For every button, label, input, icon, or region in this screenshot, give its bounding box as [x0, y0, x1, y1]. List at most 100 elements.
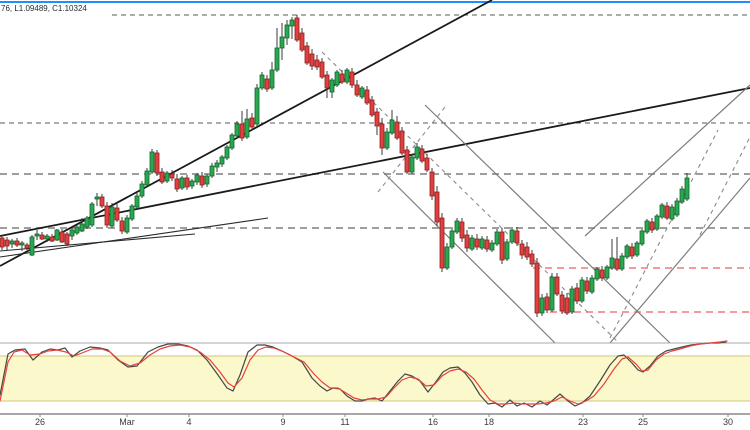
- trendline-6: [584, 84, 750, 237]
- bullish-candle: [494, 231, 500, 245]
- bullish-candle: [144, 170, 150, 186]
- bearish-candle: [184, 177, 190, 188]
- bearish-candle: [324, 74, 330, 89]
- bullish-candle: [44, 235, 50, 240]
- bearish-candle: [529, 253, 535, 265]
- bearish-candle: [379, 123, 385, 149]
- bearish-candle: [419, 148, 425, 162]
- bullish-candle: [209, 165, 215, 177]
- bearish-candle: [64, 233, 70, 245]
- bullish-candle: [569, 288, 575, 313]
- bearish-candle: [264, 78, 270, 90]
- bullish-candle: [539, 297, 545, 314]
- x-axis-label[interactable]: 9: [280, 417, 285, 427]
- bullish-candle: [269, 69, 275, 89]
- bullish-candle: [454, 220, 460, 233]
- bearish-candle: [369, 99, 375, 116]
- bullish-candle: [54, 229, 60, 241]
- bullish-candle: [69, 229, 75, 237]
- bullish-candle: [189, 180, 195, 187]
- bearish-candle: [354, 84, 360, 96]
- bullish-candle: [414, 146, 420, 159]
- bullish-candle: [89, 203, 95, 226]
- bullish-candle: [644, 220, 650, 233]
- x-axis-label[interactable]: 26: [35, 417, 45, 427]
- bullish-candle: [109, 206, 115, 227]
- bearish-candle: [614, 258, 620, 270]
- bearish-candle: [199, 175, 205, 186]
- x-axis-label[interactable]: Mar: [119, 417, 135, 427]
- bullish-candle: [359, 87, 365, 98]
- bearish-candle: [24, 244, 30, 249]
- bearish-candle: [484, 239, 490, 250]
- bullish-candle: [229, 134, 235, 149]
- bullish-candle: [79, 223, 85, 232]
- bearish-candle: [249, 117, 255, 128]
- bullish-candle: [84, 217, 90, 228]
- bullish-candle: [139, 183, 145, 197]
- bearish-candle: [174, 178, 180, 190]
- bullish-candle: [224, 146, 230, 159]
- bullish-candle: [624, 245, 630, 258]
- bearish-candle: [4, 239, 10, 247]
- bullish-candle: [449, 230, 455, 248]
- bearish-candle: [364, 89, 370, 104]
- bullish-candle: [639, 230, 645, 245]
- x-axis-label[interactable]: 4: [186, 417, 191, 427]
- bearish-candle: [574, 287, 580, 302]
- bullish-candle: [329, 79, 335, 93]
- bullish-candle: [179, 177, 185, 189]
- bullish-candle: [479, 238, 485, 249]
- bullish-candle: [29, 236, 35, 256]
- bearish-candle: [309, 53, 315, 67]
- bullish-candle: [549, 276, 555, 311]
- bearish-candle: [114, 207, 120, 221]
- bearish-candle: [159, 171, 165, 183]
- bearish-candle: [119, 220, 125, 232]
- bearish-candle: [464, 234, 470, 249]
- bullish-candle: [259, 74, 265, 89]
- trendline-1: [0, 87, 750, 237]
- bullish-candle: [149, 151, 155, 173]
- bearish-candle: [649, 221, 655, 231]
- bullish-candle: [124, 217, 130, 233]
- bullish-candle: [74, 226, 80, 234]
- bullish-candle: [279, 36, 285, 49]
- trendline-2: [0, 217, 269, 258]
- bearish-candle: [39, 234, 45, 240]
- bearish-candle: [299, 32, 305, 51]
- bearish-candle: [559, 294, 565, 312]
- bearish-candle: [424, 157, 430, 171]
- bullish-candle: [244, 118, 250, 138]
- x-axis-label[interactable]: 11: [340, 417, 349, 427]
- x-axis-label[interactable]: 16: [428, 417, 438, 427]
- trendline-5: [424, 104, 671, 344]
- bullish-candle: [344, 69, 350, 83]
- x-axis-label[interactable]: 23: [578, 417, 588, 427]
- bearish-candle: [584, 280, 590, 292]
- bearish-candle: [434, 191, 440, 223]
- bullish-candle: [274, 47, 280, 71]
- trendline-9: [377, 106, 446, 193]
- bullish-candle: [254, 87, 260, 125]
- trendline-7: [609, 177, 750, 344]
- stochastic-band: [0, 356, 750, 401]
- bearish-candle: [49, 236, 55, 242]
- bullish-candle: [334, 71, 340, 86]
- bullish-candle: [654, 215, 660, 230]
- bullish-candle: [674, 200, 680, 216]
- x-axis-label[interactable]: 18: [484, 417, 494, 427]
- bearish-candle: [599, 269, 605, 279]
- bearish-candle: [0, 237, 5, 248]
- bullish-candle: [214, 162, 220, 168]
- bullish-candle: [409, 156, 415, 173]
- bearish-candle: [564, 297, 570, 314]
- bullish-candle: [34, 233, 40, 237]
- x-axis-label[interactable]: 30: [723, 417, 733, 427]
- bearish-candle: [519, 243, 525, 256]
- bullish-candle: [504, 241, 510, 260]
- bullish-candle: [609, 257, 615, 269]
- x-axis-label[interactable]: 25: [638, 417, 648, 427]
- bearish-candle: [349, 71, 355, 86]
